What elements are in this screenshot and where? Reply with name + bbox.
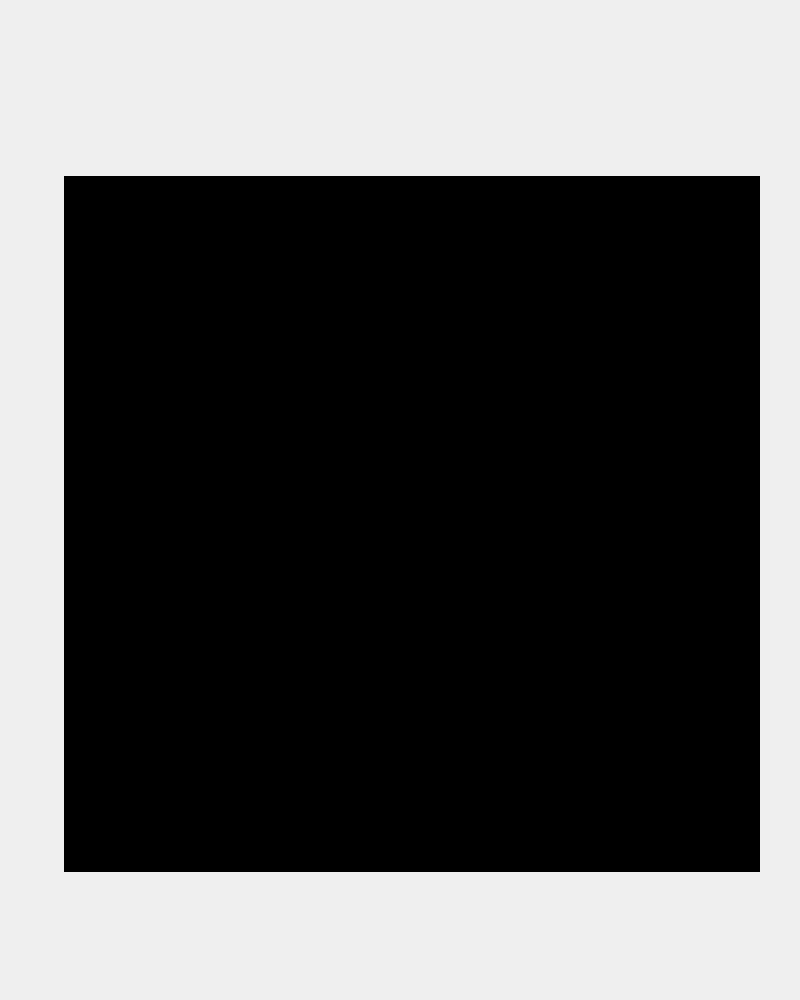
word-cloud: [64, 176, 760, 872]
